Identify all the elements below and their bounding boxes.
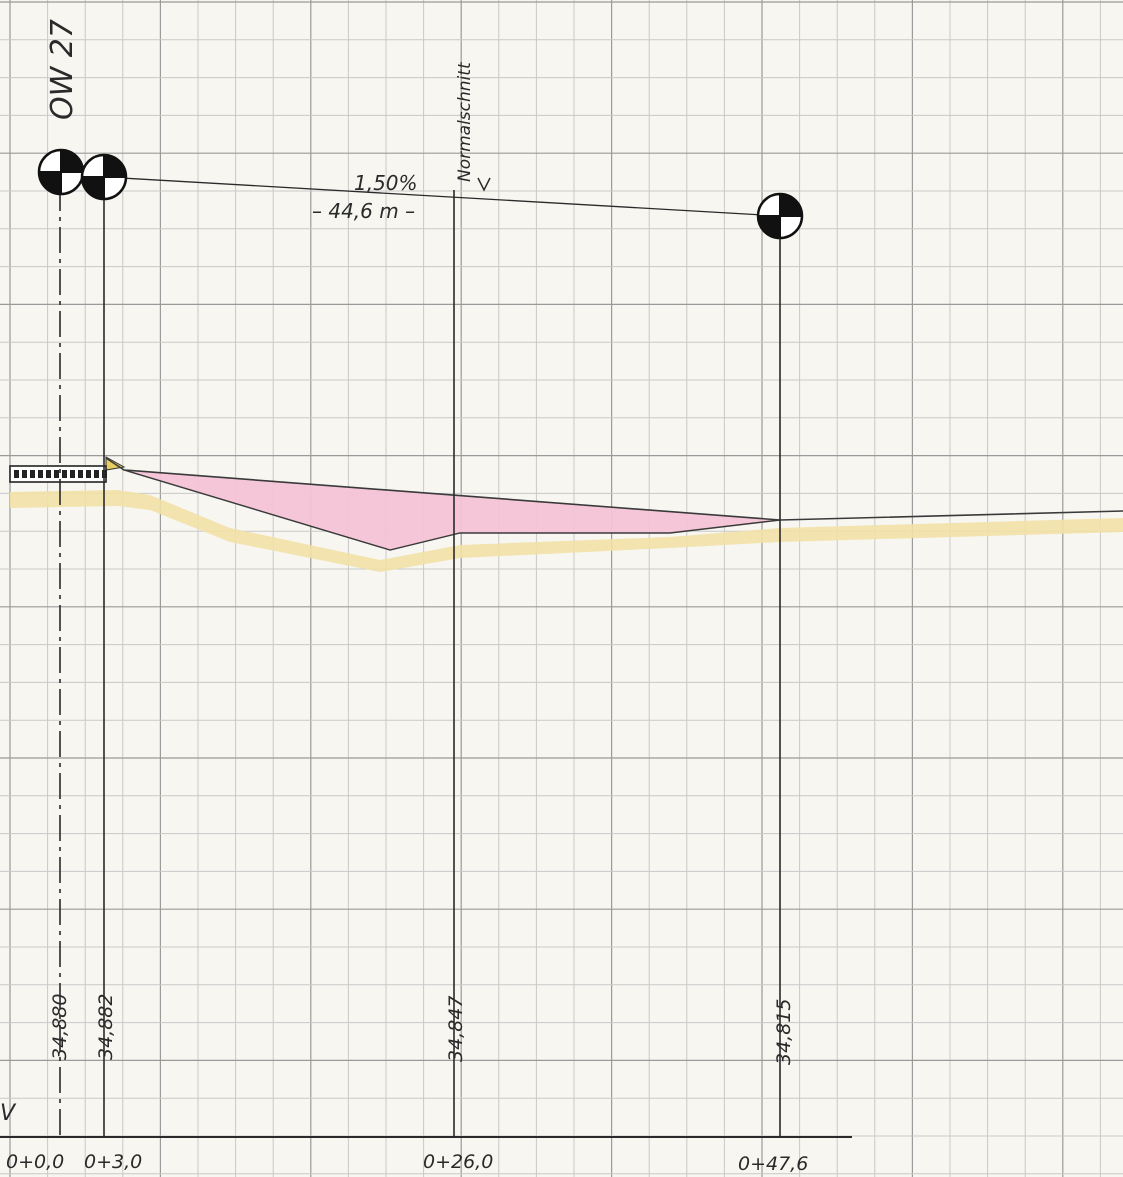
- station-label: 0+0,0: [6, 1151, 64, 1173]
- hatch-block: [70, 470, 75, 478]
- hatch-block: [38, 470, 43, 478]
- hatch-block: [86, 470, 91, 478]
- station-label: 0+3,0: [84, 1151, 142, 1173]
- level-marker-47: [756, 192, 804, 240]
- design-line: [105, 457, 1123, 521]
- gradient-line: [103, 176, 781, 217]
- elevation-label: 34,815: [773, 999, 795, 1065]
- hatch-block: [94, 470, 99, 478]
- station-label: 0+47,6: [738, 1153, 808, 1175]
- hatch-block: [22, 470, 27, 478]
- hatch-block: [78, 470, 83, 478]
- length-label: – 44,6 m –: [312, 199, 415, 223]
- level-marker-3: [80, 153, 128, 201]
- hatch-block: [62, 470, 67, 478]
- edge-mark: V: [0, 1101, 17, 1126]
- section-label: Normalschnitt: [455, 61, 475, 182]
- fill-area: [122, 470, 780, 550]
- station-label: 0+26,0: [423, 1151, 493, 1173]
- existing-ground-line: [123, 469, 781, 551]
- gradient-label: 1,50%: [354, 171, 418, 195]
- hatch-block: [54, 470, 59, 478]
- structure-label: OW 27: [45, 19, 80, 120]
- ground-band: [10, 490, 1123, 572]
- elevation-label: 34,882: [95, 994, 117, 1060]
- section-arrow: [477, 177, 491, 192]
- hatch-block: [46, 470, 51, 478]
- elevation-label: 34,847: [445, 996, 467, 1062]
- existing-structure: [9, 465, 107, 483]
- elevation-label: 34,880: [49, 994, 71, 1060]
- hatch-block: [30, 470, 35, 478]
- level-marker-0: [37, 148, 85, 196]
- hatch-block: [14, 470, 19, 478]
